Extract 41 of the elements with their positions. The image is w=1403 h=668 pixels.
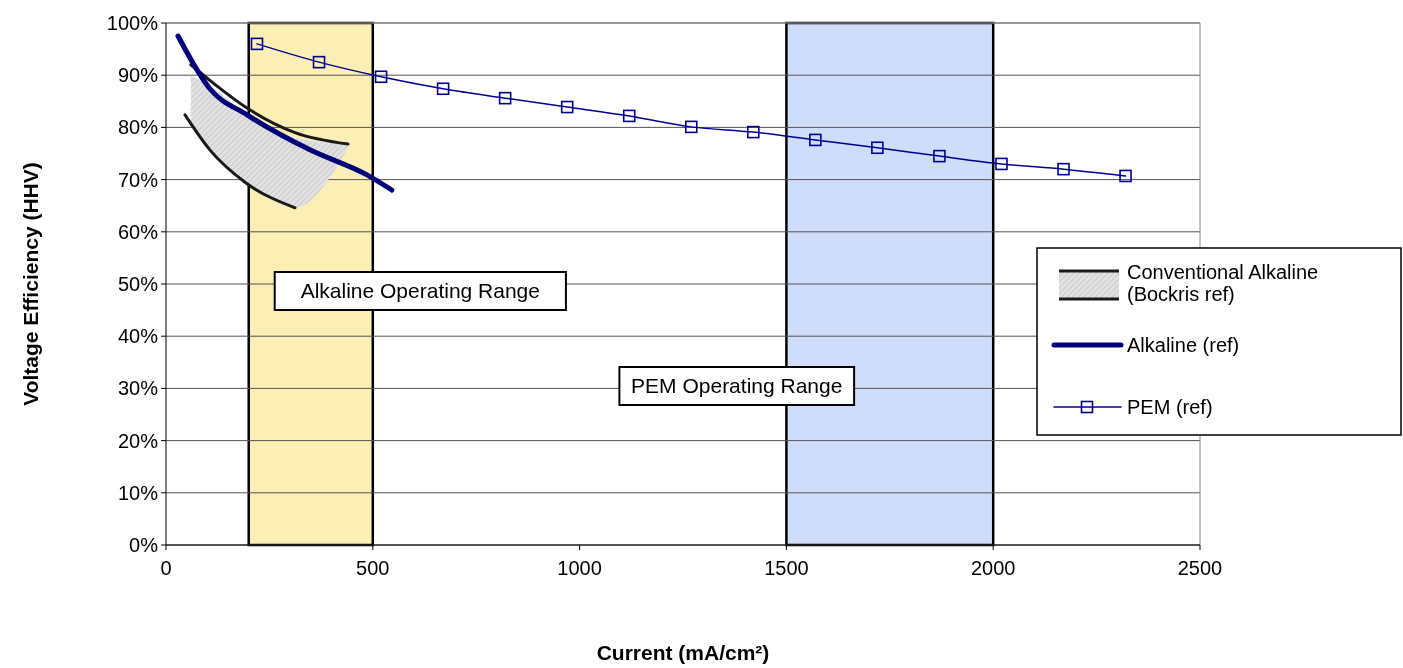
y-tick-label: 10% [117, 481, 159, 504]
legend-label: Alkaline (ref) [1127, 334, 1240, 356]
x-axis-title: Current (mA/cm²) [596, 641, 770, 664]
band-label: Alkaline Operating Range [300, 279, 540, 303]
point [871, 141, 884, 155]
line-series [183, 113, 297, 210]
x-tick-label: 2000 [970, 557, 1016, 579]
y-tick-label: 60% [117, 220, 159, 243]
y-tick-label: 30% [117, 377, 159, 400]
y-tick-label: 80% [117, 116, 159, 139]
y-axis-title: Voltage Efficiency (HHV) [19, 162, 42, 406]
x-tick-label: 2500 [1177, 557, 1223, 579]
point [622, 109, 636, 123]
y-tick-label: 70% [117, 168, 159, 191]
point [250, 37, 264, 51]
band-label: PEM Operating Range [631, 374, 843, 398]
x-tick-label: 500 [356, 557, 390, 579]
point [312, 55, 326, 69]
legend-label: PEM (ref) [1127, 396, 1213, 418]
point [436, 82, 450, 96]
x-tick-label: 0 [160, 557, 172, 579]
y-tick-label: 100% [106, 12, 159, 34]
point [1057, 162, 1070, 176]
y-tick-label: 90% [117, 64, 159, 87]
point [374, 70, 388, 84]
x-tick-label: 1000 [557, 557, 602, 579]
y-tick-label: 50% [117, 273, 159, 295]
point [933, 149, 946, 163]
x-tick-label: 1500 [764, 557, 809, 579]
y-tick-label: 0% [129, 534, 159, 556]
point [560, 100, 574, 114]
point [809, 133, 822, 147]
point [684, 120, 698, 134]
point [1119, 169, 1132, 183]
y-tick-label: 40% [117, 325, 159, 348]
point [747, 125, 760, 139]
point [498, 91, 512, 105]
point [995, 157, 1008, 171]
line-series [189, 63, 350, 146]
legend-label: Conventional Alkaline (Bockris ref) [1127, 261, 1319, 305]
y-tick-label: 20% [117, 429, 159, 452]
